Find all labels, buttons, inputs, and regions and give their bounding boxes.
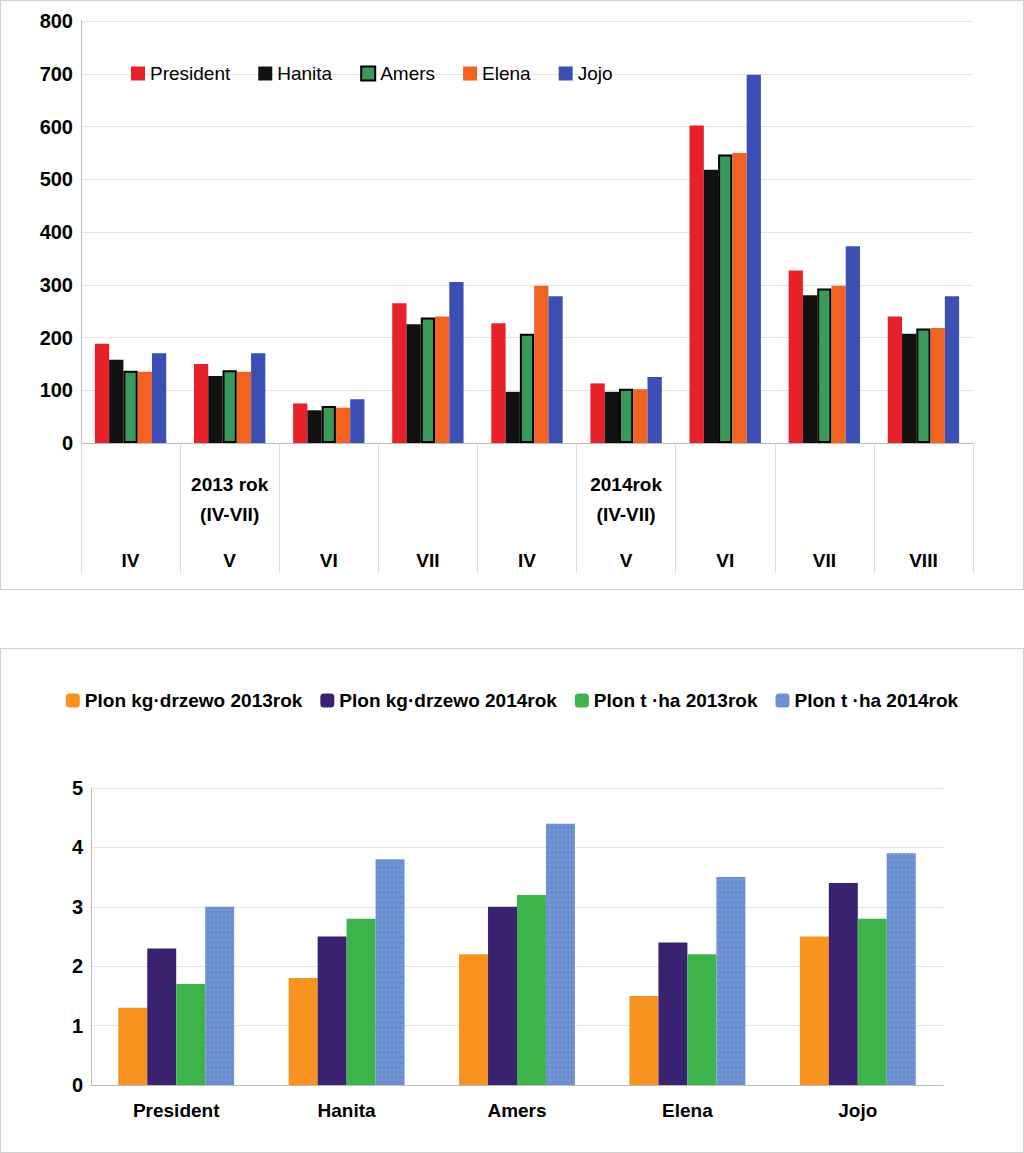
svg-text:Amers: Amers [487,1100,546,1121]
svg-text:2013 rok: 2013 rok [191,474,269,495]
svg-text:Elena: Elena [662,1100,713,1121]
svg-text:VI: VI [320,550,338,571]
svg-text:2: 2 [72,955,83,977]
svg-text:0: 0 [72,1074,83,1096]
svg-text:400: 400 [40,221,73,243]
svg-text:President: President [150,63,231,84]
svg-text:1: 1 [72,1015,83,1037]
svg-text:Jojo: Jojo [578,63,613,84]
svg-text:Plon kg·drzewo 2014rok: Plon kg·drzewo 2014rok [339,690,557,711]
svg-text:2014rok: 2014rok [590,474,662,495]
svg-text:(IV-VII): (IV-VII) [597,504,656,525]
svg-text:V: V [620,550,633,571]
svg-text:IV: IV [518,550,536,571]
svg-text:300: 300 [40,274,73,296]
svg-text:0: 0 [62,432,73,454]
svg-text:Plon t ·ha 2014rok: Plon t ·ha 2014rok [795,690,959,711]
svg-text:700: 700 [40,63,73,85]
svg-text:Elena: Elena [482,63,531,84]
svg-text:Plon kg·drzewo 2013rok: Plon kg·drzewo 2013rok [85,690,303,711]
svg-text:3: 3 [72,896,83,918]
svg-text:(IV-VII): (IV-VII) [200,504,259,525]
svg-text:Jojo: Jojo [838,1100,877,1121]
svg-text:VII: VII [813,550,836,571]
svg-text:200: 200 [40,327,73,349]
svg-text:V: V [223,550,236,571]
svg-text:800: 800 [40,10,73,32]
svg-text:Amers: Amers [380,63,435,84]
svg-text:VI: VI [716,550,734,571]
svg-text:100: 100 [40,379,73,401]
svg-text:President: President [133,1100,220,1121]
svg-text:IV: IV [122,550,140,571]
svg-text:5: 5 [72,777,83,799]
svg-text:VII: VII [416,550,439,571]
svg-text:Hanita: Hanita [318,1100,377,1121]
svg-text:4: 4 [72,836,84,858]
svg-text:VIII: VIII [909,550,938,571]
svg-text:600: 600 [40,116,73,138]
svg-text:500: 500 [40,168,73,190]
svg-text:Plon t ·ha 2013rok: Plon t ·ha 2013rok [594,690,758,711]
svg-text:Hanita: Hanita [277,63,332,84]
